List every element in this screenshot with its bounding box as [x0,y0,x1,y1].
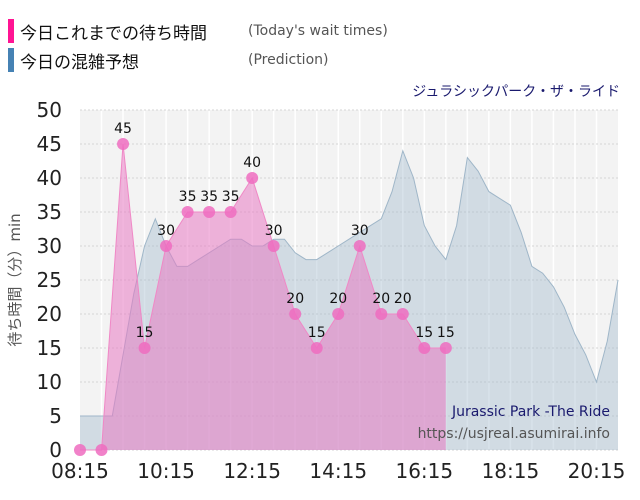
data-point [310,342,323,354]
data-point [246,172,259,184]
legend-prediction: 今日の混雑予想 (Prediction) [8,47,328,73]
legend-today: 今日これまでの待ち時間 (Today's wait times) [8,18,388,44]
data-point [160,240,173,252]
x-tick-label: 12:15 [223,459,281,483]
data-point [224,206,237,218]
data-point [203,206,216,218]
data-point [267,240,280,252]
legend-prediction-label: 今日の混雑予想 [20,52,139,73]
x-tick-label: 16:15 [395,459,453,483]
y-tick-label: 20 [37,302,62,326]
data-label: 30 [157,223,175,239]
data-point [95,444,108,456]
data-label: 20 [329,291,347,307]
data-point [332,308,345,320]
data-point [181,206,194,218]
x-tick-label: 18:15 [482,459,540,483]
data-label: 40 [243,155,261,171]
watermark-url: https://usjreal.asumirai.info [418,426,610,442]
watermark-title: Jurassic Park -The Ride [451,404,610,420]
data-label: 15 [136,325,154,341]
data-label: 20 [286,291,304,307]
y-tick-label: 15 [37,336,62,360]
data-label: 15 [308,325,326,341]
y-tick-label: 40 [37,166,62,190]
y-axis-title: 待ち時間（分）min [6,213,24,346]
data-label: 20 [394,291,412,307]
y-tick-label: 25 [37,268,62,292]
data-label: 30 [265,223,283,239]
x-tick-label: 14:15 [309,459,367,483]
data-label: 35 [222,189,240,205]
data-label: 35 [200,189,218,205]
x-tick-label: 20:15 [568,459,626,483]
legend-today-en: (Today's wait times) [248,23,388,39]
data-label: 30 [351,223,369,239]
y-tick-label: 35 [37,200,62,224]
today-area [80,144,446,450]
y-tick-label: 30 [37,234,62,258]
data-point [74,444,86,456]
y-tick-label: 5 [49,404,62,428]
y-tick-label: 10 [37,370,62,394]
x-tick-label: 08:15 [51,459,109,483]
data-point [396,308,409,320]
y-tick-label: 45 [37,132,62,156]
data-point [117,138,130,150]
legend-today-label: 今日これまでの待ち時間 [20,23,207,44]
data-label: 15 [437,325,455,341]
data-label: 15 [415,325,433,341]
data-label: 45 [114,121,132,137]
data-point [375,308,388,320]
x-tick-label: 10:15 [137,459,195,483]
data-point [418,342,431,354]
legend-prediction-en: (Prediction) [248,52,329,68]
data-point [353,240,366,252]
data-point [138,342,151,354]
y-tick-label: 0 [49,438,62,462]
data-label: 20 [372,291,390,307]
chart-title: ジュラシックパーク・ザ・ライド [412,84,620,100]
data-label: 35 [179,189,197,205]
data-point [289,308,302,320]
data-point [439,342,452,354]
legend-prediction-swatch [8,48,14,72]
legend-today-swatch [8,19,14,43]
y-tick-label: 50 [37,98,62,122]
